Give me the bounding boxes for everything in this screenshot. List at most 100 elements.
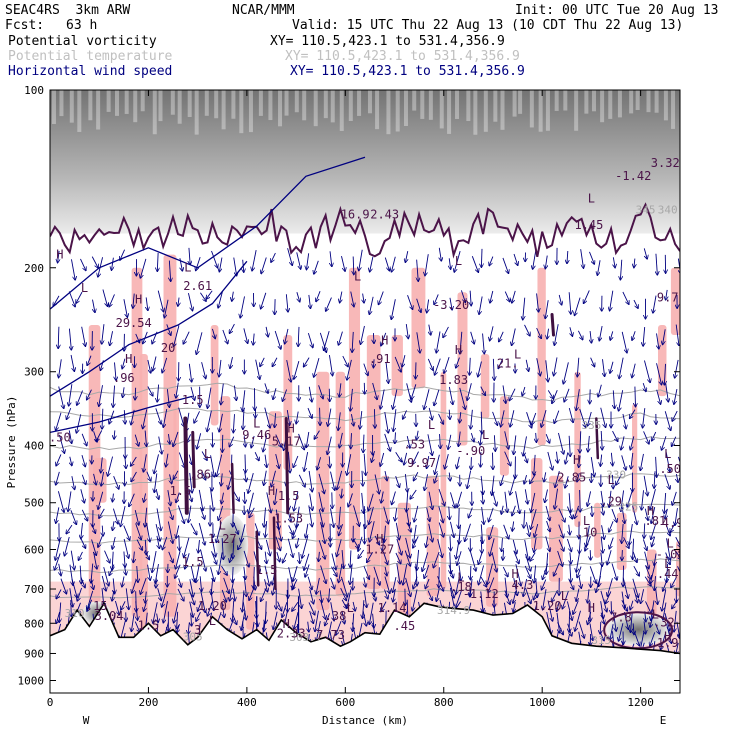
wind-vector <box>579 408 586 427</box>
wind-vector <box>643 327 645 346</box>
stratosphere-streak <box>493 90 498 122</box>
wind-vector <box>164 299 169 318</box>
wind-vector <box>168 434 169 444</box>
wind-vector <box>131 612 135 631</box>
wind-vector <box>274 330 281 349</box>
pv-contour-core <box>230 462 235 515</box>
wind-vector <box>201 451 207 460</box>
wind-vector <box>577 330 582 340</box>
wind-vector <box>87 355 92 366</box>
wind-vector <box>275 453 279 468</box>
wind-vector <box>99 508 105 518</box>
pv-shading-blob <box>606 613 671 646</box>
wind-vector <box>588 435 589 452</box>
wind-vector <box>502 566 508 576</box>
forecast-label: Fcst: <box>5 18 45 33</box>
wind-speed-plume <box>632 403 638 513</box>
wind-vector <box>288 451 290 473</box>
wind-vector <box>384 525 385 542</box>
wind-vector <box>504 491 507 512</box>
wind-vector <box>101 457 103 472</box>
wind-vector <box>434 473 439 482</box>
wind-vector <box>512 328 516 345</box>
wind-vector <box>263 435 268 451</box>
wind-vector <box>363 566 369 579</box>
wind-vector <box>136 539 142 550</box>
low-marker: L <box>607 473 614 487</box>
theta-label: 310 <box>65 607 85 620</box>
wind-vector <box>340 291 342 303</box>
wind-vector <box>607 550 612 564</box>
wind-vector <box>361 325 365 344</box>
wind-vector <box>296 506 300 528</box>
pv-value-label: 1.5 <box>278 489 300 503</box>
wind-vector <box>363 293 364 303</box>
wind-vector <box>198 523 205 545</box>
wind-vector <box>113 476 119 489</box>
wind-vector <box>207 600 214 616</box>
pv-contour-core <box>191 430 196 489</box>
wind-vector <box>512 290 516 303</box>
wind-vector <box>207 387 212 408</box>
wind-vector <box>489 256 494 266</box>
wind-vector <box>635 386 636 407</box>
wind-vector <box>368 493 374 511</box>
wind-vector <box>198 601 202 611</box>
wind-vector <box>80 576 85 588</box>
wind-vector <box>238 537 245 549</box>
wind-vector <box>294 611 299 629</box>
wind-vector <box>406 323 408 338</box>
wind-vector <box>634 631 639 646</box>
low-marker: L <box>428 418 435 432</box>
init-time: Init: 00 UTC Tue 20 Aug 13 <box>515 3 719 18</box>
wind-vector <box>140 577 147 594</box>
wind-vector <box>167 490 171 505</box>
stratosphere-streak <box>629 90 634 114</box>
wind-speed-plume <box>316 371 330 611</box>
wind-vector <box>600 407 606 427</box>
x-tick-label: 800 <box>434 696 454 709</box>
wind-vector <box>504 431 509 449</box>
wind-vector <box>619 390 624 411</box>
wind-vector <box>445 454 449 469</box>
stratosphere-streak <box>412 90 417 111</box>
model-name: SEAC4RS 3km ARW <box>5 3 131 18</box>
wind-vector <box>221 383 224 405</box>
wind-vector <box>166 453 168 467</box>
wind-vector <box>607 578 613 596</box>
wind-vector <box>523 453 527 463</box>
wind-vector <box>329 456 330 467</box>
wind-vector <box>210 455 215 476</box>
stratosphere-shading <box>50 90 680 234</box>
wind-vector <box>613 613 617 631</box>
wind-vector <box>393 588 396 602</box>
wind-vector <box>577 357 578 377</box>
wind-vector <box>123 538 128 558</box>
wind-vector <box>64 536 70 556</box>
wind-vector <box>266 492 271 512</box>
wind-vector <box>217 454 223 477</box>
wind-vector <box>145 430 146 447</box>
wind-vector <box>482 491 483 504</box>
theta-contour <box>50 530 680 544</box>
wind-vector <box>411 384 417 399</box>
wind-vector <box>96 430 103 441</box>
wind-vector <box>125 455 126 468</box>
wind-vector <box>599 631 604 641</box>
wind-vector <box>188 454 192 465</box>
wind-vector <box>575 610 581 631</box>
wind-vector <box>328 621 332 641</box>
stratosphere-streak <box>204 90 209 116</box>
wind-vector <box>588 589 589 602</box>
wind-vector <box>641 490 643 510</box>
high-marker: H <box>381 334 388 348</box>
wind-vector <box>206 290 213 299</box>
wind-vector <box>200 576 201 591</box>
wind-vector <box>524 510 525 528</box>
wind-vector <box>56 471 60 485</box>
x-axis-label: Distance (km) <box>322 714 408 727</box>
wind-vector <box>194 411 200 422</box>
wind-vector <box>102 525 103 536</box>
